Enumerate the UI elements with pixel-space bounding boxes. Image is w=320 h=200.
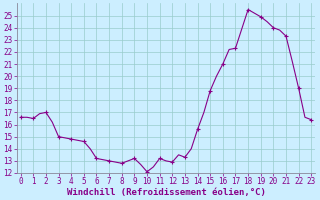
X-axis label: Windchill (Refroidissement éolien,°C): Windchill (Refroidissement éolien,°C) bbox=[67, 188, 265, 197]
